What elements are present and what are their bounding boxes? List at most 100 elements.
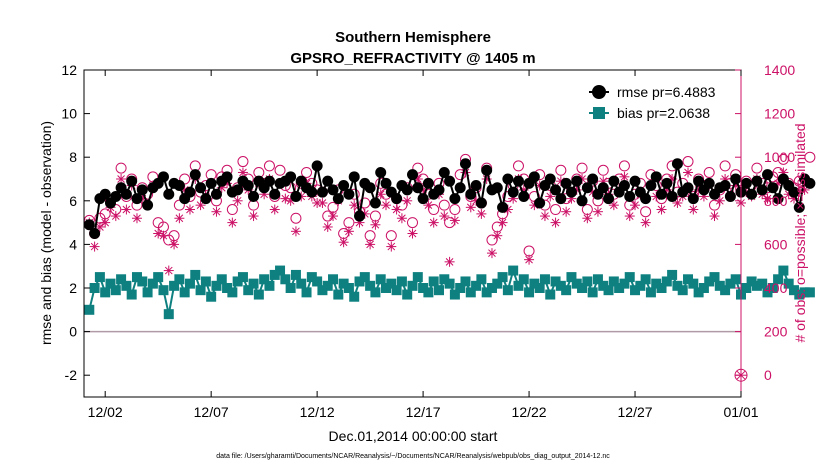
rmse-point <box>422 177 434 189</box>
asterisk-stroke <box>641 218 650 227</box>
obs-assimilated-point <box>94 221 105 232</box>
rmse-point <box>444 175 456 187</box>
asterisk-stroke <box>270 205 279 214</box>
bias-point <box>131 272 142 283</box>
bias-point <box>720 285 731 296</box>
obs-assimilated-point <box>370 219 381 230</box>
bias-point <box>359 272 370 283</box>
y-tick-label: 8 <box>69 149 77 165</box>
rmse-point <box>608 175 620 187</box>
rmse-point <box>571 175 583 187</box>
bias-point <box>116 274 127 285</box>
bias-point <box>375 274 386 285</box>
bias-point <box>89 283 100 293</box>
rmse-point <box>772 193 784 205</box>
bias-point <box>608 276 619 287</box>
rmse-point <box>507 186 519 198</box>
obs-assimilated-point <box>709 211 720 222</box>
bias-point <box>386 278 397 289</box>
obs-assimilated-point <box>227 217 238 228</box>
obs-assimilated-point <box>169 239 180 250</box>
obs-assimilated-point <box>688 204 699 215</box>
bias-point <box>449 289 460 300</box>
bias-point <box>709 272 720 283</box>
asterisk-stroke <box>366 240 374 249</box>
bias-point <box>444 278 455 289</box>
bias-point <box>688 278 699 289</box>
bias-point <box>433 285 444 296</box>
asterisk-stroke <box>424 201 433 210</box>
asterisk-stroke <box>609 201 618 210</box>
bias-point <box>465 287 476 298</box>
obs-assimilated-point <box>444 256 455 267</box>
legend-box <box>581 77 733 128</box>
bias-point <box>773 274 784 285</box>
rmse-point <box>136 184 148 196</box>
bias-point <box>502 285 513 296</box>
bias-point <box>651 278 662 289</box>
bias-point <box>412 272 423 283</box>
rmse-point <box>407 169 418 181</box>
bias-point <box>94 272 105 283</box>
rmse-point <box>512 175 524 187</box>
obs-assimilated-point <box>248 211 259 222</box>
bias-point <box>534 283 545 293</box>
bias-point <box>237 272 248 283</box>
obs-assimilated-point <box>402 195 413 206</box>
obs-possible-point <box>274 164 286 176</box>
obs-assimilated-point <box>428 217 439 228</box>
bias-point <box>486 283 497 293</box>
y2-tick-label: 1200 <box>764 106 795 122</box>
asterisk-stroke <box>350 201 359 210</box>
rmse-point <box>491 182 503 194</box>
bias-point <box>328 274 339 285</box>
obs-possible-point <box>576 162 588 174</box>
bias-point <box>561 285 572 296</box>
obs-possible-point <box>512 160 524 172</box>
asterisk-stroke <box>408 229 417 238</box>
legend-bias-marker <box>593 107 605 119</box>
rmse-point <box>210 188 222 200</box>
bias-point <box>280 274 291 285</box>
obs-possible-point <box>640 206 652 218</box>
bias-point <box>179 287 190 298</box>
rmse-point <box>248 190 260 202</box>
obs-assimilated-point <box>630 200 641 211</box>
asterisk-stroke <box>451 216 459 225</box>
bias-point <box>349 291 360 302</box>
legend-rmse-marker <box>592 85 606 99</box>
y2-tick-label: 200 <box>764 324 788 340</box>
bias-point <box>619 278 630 289</box>
obs-assimilated-point <box>561 206 572 217</box>
x-tick-label: 12/12 <box>300 404 335 420</box>
rmse-point <box>189 169 201 181</box>
obs-assimilated-point <box>375 189 386 200</box>
bias-point <box>481 287 492 298</box>
obs-assimilated-point <box>386 241 397 252</box>
obs-possible-point <box>449 204 461 216</box>
obs-assimilated-point <box>121 204 132 215</box>
x-tick-label: 12/17 <box>406 404 441 420</box>
y-tick-label: 10 <box>61 106 77 122</box>
asterisk-stroke <box>525 255 533 264</box>
rmse-point <box>126 175 138 187</box>
rmse-point <box>518 190 530 202</box>
obs-possible-point <box>682 156 694 168</box>
axes-layer: -2 0 2 4 6 8 10 12 0 200 400 600 800 1000 1200 1400 12/0… <box>61 62 795 420</box>
bias-point <box>259 274 270 285</box>
bias-point <box>730 274 741 285</box>
asterisk-stroke <box>90 242 99 251</box>
bias-point <box>698 283 709 293</box>
obs-possible-point <box>179 173 191 185</box>
bias-point <box>545 289 556 300</box>
rmse-point <box>316 186 328 198</box>
asterisk-stroke <box>329 212 337 220</box>
obs-assimilated-point <box>465 202 476 213</box>
obs-possible-point <box>719 160 731 172</box>
rmse-point <box>200 193 212 205</box>
bias-point <box>243 285 254 296</box>
bias-point <box>105 278 116 289</box>
obs-assimilated-point <box>524 254 535 265</box>
rmse-point <box>587 173 599 185</box>
bias-point <box>513 280 524 291</box>
